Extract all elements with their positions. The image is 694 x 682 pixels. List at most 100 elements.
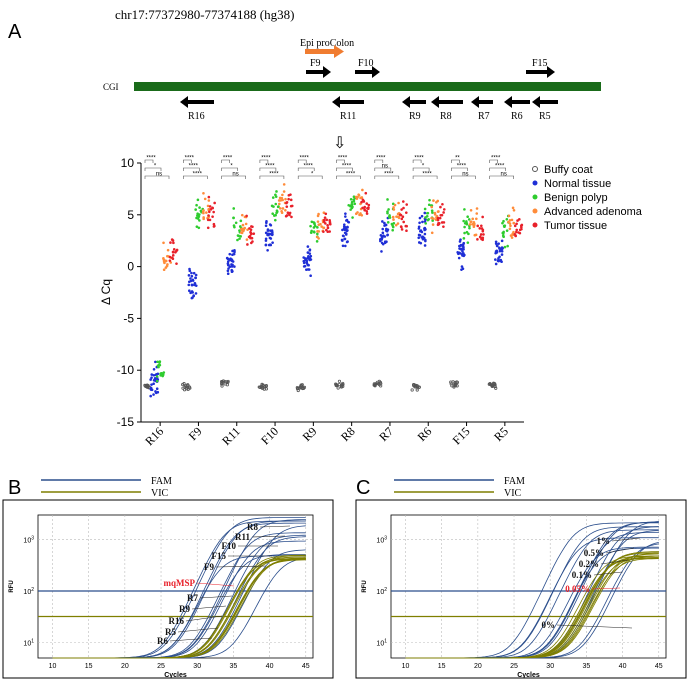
- dot-1: [344, 215, 347, 218]
- dot-3: [320, 225, 323, 228]
- svg-text:R5: R5: [539, 111, 551, 122]
- sig-bracket: [336, 167, 353, 171]
- dot-2: [271, 212, 274, 215]
- dot-2: [430, 209, 434, 212]
- dot-4: [211, 215, 214, 218]
- sig-label: ****: [495, 164, 505, 170]
- sig-bracket: [297, 175, 323, 179]
- dot-4: [404, 211, 408, 214]
- dot-3: [431, 223, 435, 226]
- dot-4: [175, 262, 178, 265]
- dot-1: [190, 290, 194, 293]
- dot-1: [227, 267, 230, 270]
- y-axis-label: RFU: [9, 580, 15, 592]
- dot-1: [342, 227, 346, 231]
- sig-bracket: [412, 175, 438, 179]
- dot-1: [418, 221, 421, 225]
- curve-label: R8: [247, 522, 258, 532]
- x-tick-label: R16: [142, 424, 166, 448]
- dot-1: [155, 387, 159, 391]
- dot-1: [341, 244, 345, 248]
- legend-label: Normal tissue: [544, 178, 611, 190]
- dot-1: [424, 228, 427, 231]
- dot-3: [354, 195, 358, 199]
- leader-line: [215, 565, 267, 568]
- primer-r11: R11: [332, 96, 364, 122]
- dot-3: [202, 191, 205, 195]
- dot-1: [271, 241, 274, 244]
- dot-1: [190, 296, 194, 300]
- dot-1: [494, 242, 498, 245]
- dot-3: [512, 208, 516, 212]
- dot-4: [436, 216, 440, 220]
- dot-3: [282, 183, 286, 186]
- dot-2: [234, 221, 238, 225]
- dot-2: [274, 202, 278, 206]
- x-tick-label: 45: [302, 663, 310, 670]
- sig-bracket: [489, 159, 498, 163]
- dot-3: [360, 213, 364, 217]
- dot-buffy: [493, 382, 497, 386]
- dot-2: [463, 231, 466, 235]
- sig-bracket: [374, 167, 392, 171]
- dot-4: [252, 232, 256, 236]
- dot-1: [269, 232, 272, 236]
- dot-3: [394, 223, 398, 227]
- dot-buffy: [188, 386, 192, 390]
- svg-text:R11: R11: [340, 111, 356, 122]
- sig-bracket: [374, 159, 384, 163]
- dot-1: [460, 247, 464, 251]
- dot-buffy: [410, 388, 414, 392]
- dot-2: [310, 231, 313, 234]
- sig-bracket: [297, 159, 307, 163]
- dot-3: [164, 266, 168, 269]
- dot-1: [188, 269, 192, 273]
- dot-1: [423, 244, 427, 247]
- sig-bracket: [412, 159, 422, 163]
- dot-2: [388, 216, 392, 219]
- dot-2: [195, 225, 199, 228]
- dot-3: [277, 202, 281, 206]
- dot-buffy: [449, 380, 453, 384]
- dot-1: [194, 273, 198, 277]
- dot-2: [316, 232, 319, 236]
- dot-1: [265, 219, 268, 223]
- dot-1: [381, 227, 385, 231]
- dot-buffy: [337, 379, 342, 383]
- dot-2: [506, 244, 509, 248]
- dot-4: [517, 231, 520, 234]
- dot-4: [249, 230, 252, 234]
- dot-1: [266, 228, 270, 231]
- dot-1: [269, 243, 273, 247]
- dot-1: [342, 234, 345, 238]
- dot-4: [439, 205, 442, 209]
- x-axis-label: Cycles: [164, 672, 187, 679]
- panel-b-letter: B: [8, 477, 21, 499]
- dot-3: [475, 207, 479, 210]
- x-tick-label: 25: [157, 663, 165, 670]
- dot-4: [440, 221, 444, 224]
- dot-1: [343, 223, 346, 227]
- dot-4: [515, 222, 518, 226]
- dot-2: [466, 241, 470, 244]
- dot-4: [515, 228, 519, 232]
- dot-3: [245, 238, 249, 241]
- dot-1: [423, 232, 427, 236]
- x-tick-label: 20: [121, 663, 129, 670]
- dot-2: [312, 221, 316, 224]
- dot-1: [192, 271, 196, 275]
- dot-1: [383, 221, 386, 225]
- dot-1: [346, 225, 349, 229]
- x-tick-label: 10: [49, 663, 57, 670]
- dot-1: [271, 232, 274, 236]
- dot-1: [194, 292, 198, 295]
- dot-3: [430, 205, 434, 209]
- dot-2: [233, 225, 236, 229]
- dot-3: [472, 220, 476, 224]
- dot-1: [497, 259, 500, 263]
- dot-buffy: [184, 384, 188, 388]
- dot-1: [422, 236, 426, 240]
- leader-line: [591, 587, 621, 590]
- dot-4: [364, 191, 368, 195]
